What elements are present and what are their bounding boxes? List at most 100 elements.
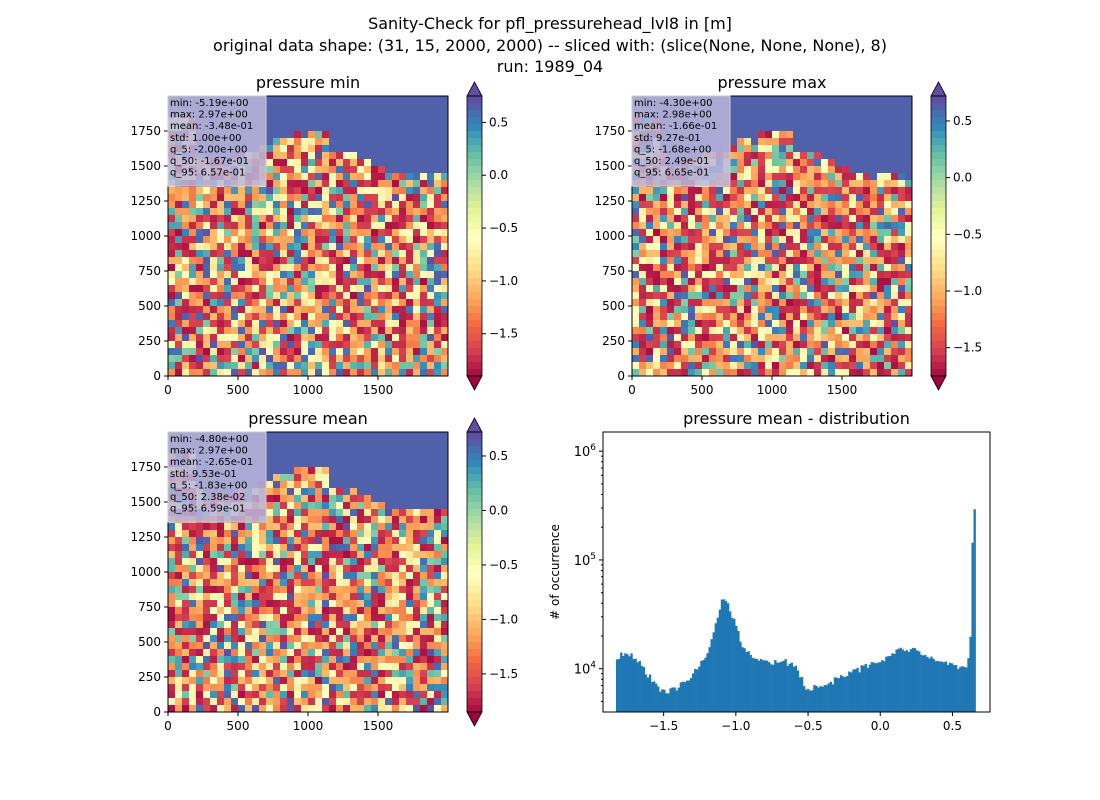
colorbar-segment <box>467 355 482 363</box>
histogram-bar <box>765 660 769 712</box>
colorbar-segment <box>931 201 946 209</box>
stats-line: max: 2.97e+00 <box>170 110 248 121</box>
histogram-bar <box>946 664 950 712</box>
y-tick-label: 1000 <box>130 565 161 579</box>
histogram-bar <box>831 684 835 712</box>
colorbar-segment <box>467 187 482 195</box>
histogram-bar <box>813 685 816 712</box>
y-tick-label: 1750 <box>594 124 625 138</box>
histogram-bar <box>718 609 722 712</box>
histogram-bar <box>784 659 787 712</box>
y-tick-label: 106 <box>574 443 597 460</box>
histogram-bar <box>761 660 765 712</box>
histogram-bar <box>825 685 828 712</box>
x-tick-label: −1.0 <box>721 719 750 733</box>
colorbar-segment <box>931 278 946 286</box>
histogram-bar <box>628 656 631 712</box>
y-tick-label: 1500 <box>130 159 161 173</box>
histogram-bar <box>622 655 625 712</box>
colorbar-tick-label: −1.0 <box>489 612 518 626</box>
histogram-bar <box>932 658 935 712</box>
colorbar-frame <box>466 431 483 713</box>
x-tick-label: 1000 <box>293 719 324 733</box>
histogram-bar <box>759 659 763 712</box>
histogram-bar <box>819 686 822 712</box>
colorbar-tick-label: 0.0 <box>953 171 972 185</box>
histogram-bar <box>796 670 800 712</box>
colorbar-segment <box>931 243 946 251</box>
histogram-bar <box>883 661 886 712</box>
heatmap-raster <box>168 96 448 376</box>
histogram-bar <box>636 662 639 712</box>
histogram-bar <box>782 660 785 712</box>
histogram-bar <box>807 688 810 712</box>
colorbar-segment <box>467 579 482 587</box>
colorbar-segment <box>931 369 946 377</box>
histogram-bar <box>963 667 966 712</box>
histogram-bar <box>872 662 876 712</box>
histogram-bar <box>965 667 968 712</box>
stats-line: min: -5.19e+00 <box>170 98 249 109</box>
colorbar-segment <box>931 306 946 314</box>
colorbar-segment <box>467 292 482 300</box>
colorbar-segment <box>931 271 946 279</box>
colorbar-segment <box>467 201 482 209</box>
histogram-bar <box>911 647 915 712</box>
histogram-bar <box>733 618 736 712</box>
histogram-bar <box>858 672 861 712</box>
histogram-bar <box>661 689 664 712</box>
histogram-bar <box>683 682 687 712</box>
colorbar-segment <box>931 131 946 139</box>
colorbar-segment <box>931 173 946 181</box>
subplot-title: pressure min <box>256 73 360 92</box>
colorbar-tick-label: 0.5 <box>953 114 972 128</box>
colorbar-segment <box>467 516 482 524</box>
histogram-bar <box>652 681 656 712</box>
x-tick-label: 0.0 <box>871 719 890 733</box>
histogram-bar <box>913 648 917 712</box>
colorbar-segment <box>467 103 482 111</box>
colorbar-segment <box>467 572 482 580</box>
histogram-bar <box>967 658 970 712</box>
colorbar-segment <box>931 215 946 223</box>
x-tick-label: 1500 <box>363 719 394 733</box>
colorbar-segment <box>467 152 482 160</box>
histogram-bar <box>862 665 865 712</box>
colorbar: 0.5 0.0 −0.5 −1.0 −1.5 <box>930 81 982 391</box>
colorbar-segment <box>931 299 946 307</box>
histogram-bar <box>868 664 872 712</box>
histogram-bar <box>673 687 676 712</box>
histogram-bar <box>928 658 931 712</box>
histogram-bar <box>753 658 757 712</box>
histogram-bar <box>870 661 874 712</box>
histogram-bar <box>901 649 904 712</box>
colorbar-segment <box>467 621 482 629</box>
histogram-bar <box>774 660 777 712</box>
heatmap-subplot-2: pressure max 0 500 1000 1500 0 250 500 750 1000 12… <box>594 73 982 397</box>
stats-line: std: 9.53e-01 <box>170 469 237 480</box>
colorbar-segment <box>467 642 482 650</box>
colorbar-segment <box>467 705 482 713</box>
heatmap-subplot-3: pressure mean 0 500 1000 1500 0 250 500 750 1000 1… <box>130 409 518 733</box>
histogram-bar <box>961 666 964 712</box>
colorbar-tick-label: 0.0 <box>489 503 508 517</box>
colorbar: 0.5 0.0 −0.5 −1.0 −1.5 <box>466 81 518 391</box>
colorbar-segment <box>467 145 482 153</box>
histogram-bar <box>618 658 621 712</box>
colorbar-segment <box>931 362 946 370</box>
colorbar-segment <box>467 495 482 503</box>
stats-line: q_5: -1.68e+00 <box>634 144 711 155</box>
y-tick-label: 750 <box>138 600 161 614</box>
histogram-bar <box>663 689 666 712</box>
colorbar-segment <box>467 509 482 517</box>
colorbar-segment <box>467 656 482 664</box>
histogram-bar <box>936 660 939 712</box>
colorbar-segment <box>467 446 482 454</box>
colorbar-segment <box>467 243 482 251</box>
colorbar-tick-label: 0.5 <box>489 449 508 463</box>
histogram-bar <box>720 599 724 712</box>
histogram-subplot: pressure mean - distribution −1.5 −1.0 −0.5… <box>548 409 991 733</box>
colorbar-segment <box>467 439 482 447</box>
histogram-bar <box>638 660 641 712</box>
colorbar-segment <box>467 327 482 335</box>
